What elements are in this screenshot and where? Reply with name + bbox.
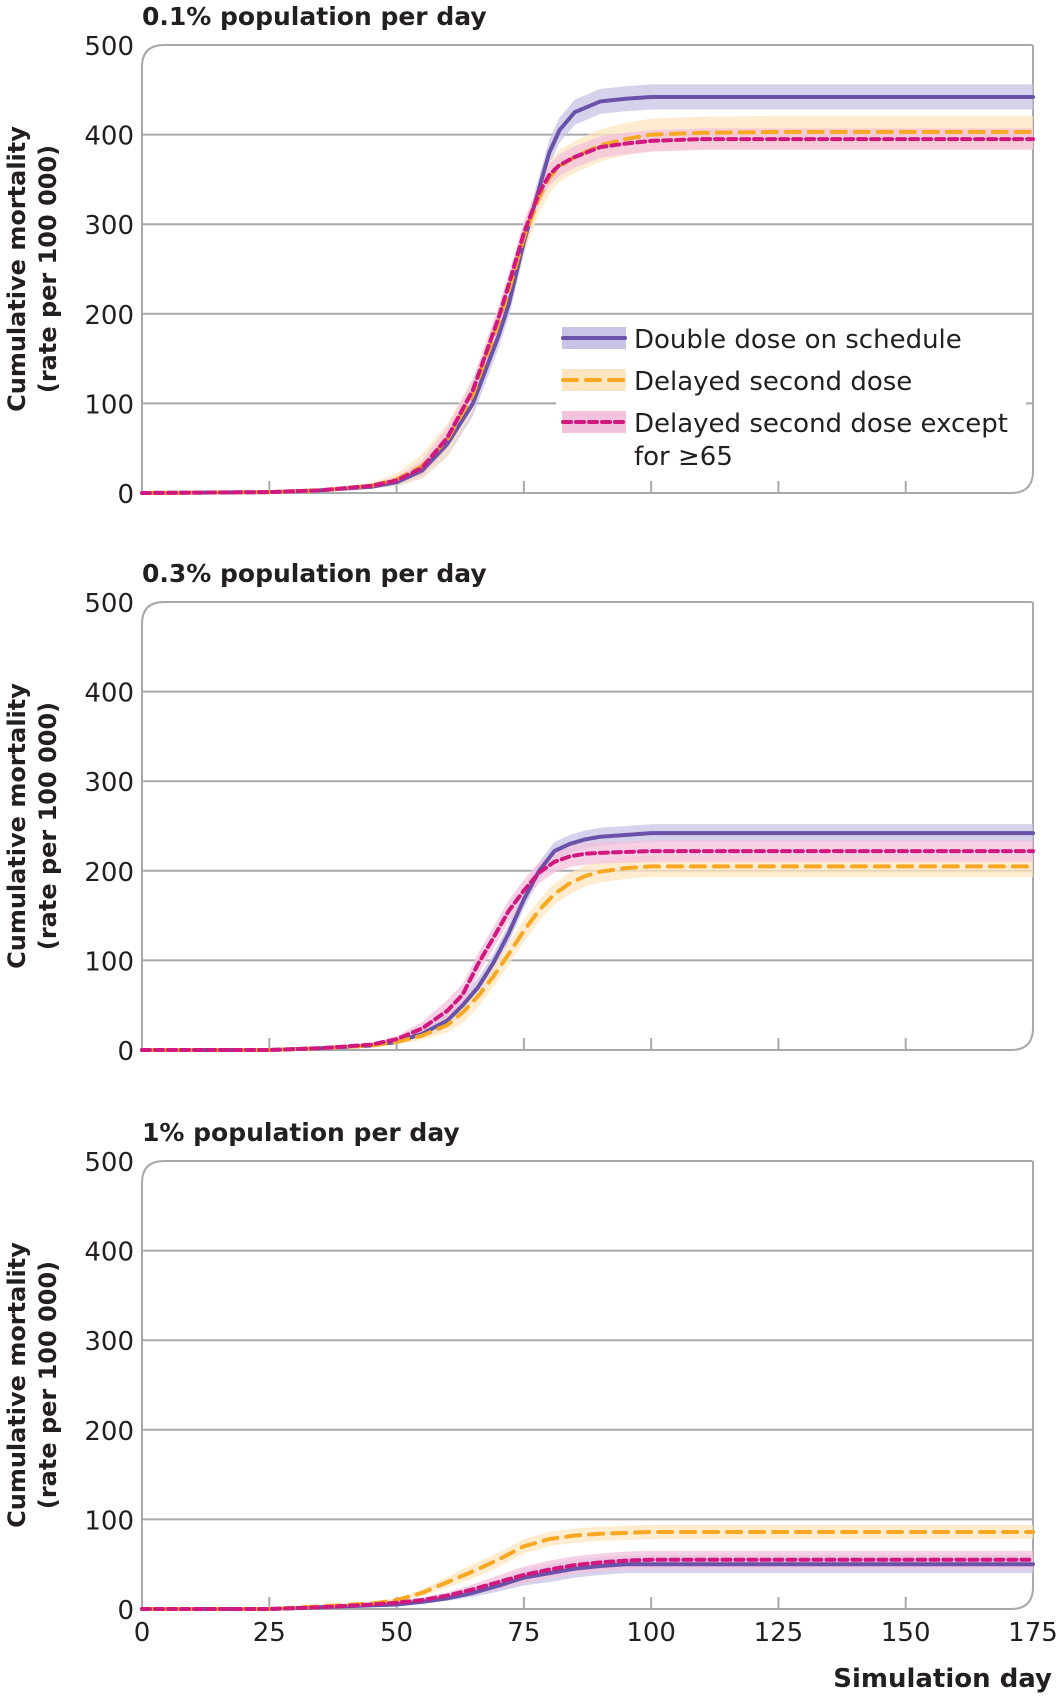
y-tick-label: 0 [117, 1037, 134, 1067]
y-tick-label: 300 [84, 211, 134, 241]
legend-label: for ≥65 [634, 442, 733, 472]
band-except65 [142, 840, 1033, 1050]
x-tick-label: 75 [507, 1618, 540, 1648]
y-axis-subtitle: (rate per 100 000) [34, 145, 62, 393]
panel-3: 1% population per day Cumulative mortalit… [3, 1118, 1058, 1648]
y-tick-label: 200 [84, 1417, 134, 1447]
y-tick-label: 400 [84, 1238, 134, 1268]
y-tick-label: 100 [84, 1506, 134, 1536]
x-tick-label: 25 [253, 1618, 286, 1648]
line-except65 [140, 1557, 1035, 1611]
line-except65 [140, 137, 1035, 495]
y-tick-label: 500 [84, 589, 134, 619]
y-tick-label: 300 [84, 1327, 134, 1357]
x-tick-label: 50 [380, 1618, 413, 1648]
legend-background [556, 318, 1026, 468]
plot-frame [141, 601, 1034, 1051]
x-tick-label: 0 [134, 1618, 151, 1648]
y-tick-label: 0 [117, 480, 134, 510]
x-tick-label: 150 [881, 1618, 931, 1648]
y-axis-title: Cumulative mortality [3, 126, 31, 412]
y-tick-label: 400 [84, 679, 134, 709]
legend-label: Double dose on schedule [634, 325, 962, 355]
y-axis-title: Cumulative mortality [3, 1242, 31, 1528]
y-tick-label: 200 [84, 858, 134, 888]
line-except65 [140, 849, 1035, 1052]
band-delayed [142, 855, 1033, 1050]
panel-title: 0.3% population per day [142, 559, 487, 588]
y-axis-title: Cumulative mortality [3, 683, 31, 969]
plot-frame [141, 1160, 1034, 1610]
y-axis-subtitle: (rate per 100 000) [34, 702, 62, 950]
y-tick-label: 0 [117, 1596, 134, 1626]
panel-title: 1% population per day [142, 1118, 460, 1147]
x-axis-title: Simulation day [833, 1664, 1052, 1694]
y-tick-label: 300 [84, 768, 134, 798]
x-tick-label: 125 [754, 1618, 804, 1648]
y-tick-label: 100 [84, 947, 134, 977]
x-tick-label: 100 [626, 1618, 676, 1648]
y-axis-subtitle: (rate per 100 000) [34, 1261, 62, 1509]
y-tick-label: 500 [84, 1148, 134, 1178]
panel-2: 0.3% population per day Cumulative mortal… [3, 559, 1035, 1067]
legend-label: Delayed second dose except [634, 409, 1008, 439]
legend-label: Delayed second dose [634, 367, 912, 397]
x-tick-label: 175 [1008, 1618, 1058, 1648]
plot-frame [141, 44, 1034, 494]
y-tick-label: 500 [84, 32, 134, 62]
line-double [140, 831, 1035, 1052]
panel-title: 0.1% population per day [142, 2, 487, 31]
legend-item-double: Double dose on schedule [561, 325, 962, 355]
y-tick-label: 100 [84, 390, 134, 420]
legend: Double dose on schedule Delayed second do… [556, 318, 1026, 472]
y-tick-label: 400 [84, 122, 134, 152]
legend-item-delayed: Delayed second dose [561, 367, 912, 397]
line-delayed [140, 864, 1035, 1052]
y-tick-label: 200 [84, 301, 134, 331]
